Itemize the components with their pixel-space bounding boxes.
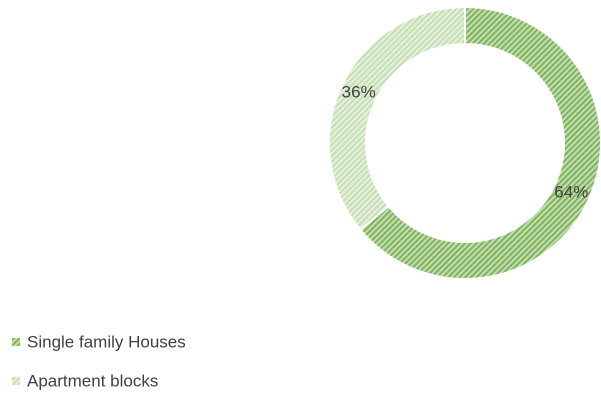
data-label: 36% [342, 82, 376, 101]
legend-swatch [12, 377, 20, 385]
legend-label: Apartment blocks [27, 371, 158, 390]
data-label: 64% [554, 183, 588, 202]
doughnut-slice [328, 5, 466, 232]
legend-swatch [12, 338, 20, 346]
doughnut-slice [358, 5, 601, 280]
legend-label: Single family Houses [27, 332, 186, 351]
